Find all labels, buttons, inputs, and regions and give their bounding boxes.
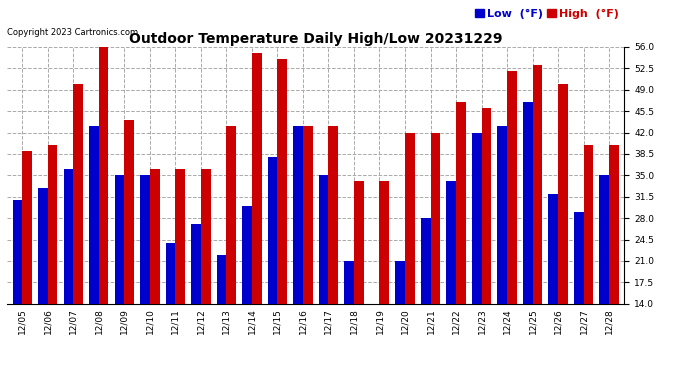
Bar — [252, 53, 262, 304]
Bar — [558, 84, 568, 304]
Bar — [549, 194, 558, 304]
Bar — [431, 132, 440, 304]
Bar — [497, 126, 507, 304]
Bar — [293, 126, 303, 304]
Bar — [507, 71, 517, 304]
Bar — [344, 261, 354, 304]
Bar — [201, 169, 210, 304]
Bar — [609, 145, 619, 304]
Bar — [303, 126, 313, 304]
Bar — [421, 218, 431, 304]
Bar — [456, 102, 466, 304]
Bar — [12, 200, 22, 304]
Bar — [166, 243, 175, 304]
Bar — [99, 41, 108, 304]
Bar — [124, 120, 134, 304]
Bar — [482, 108, 491, 304]
Bar — [115, 176, 124, 304]
Bar — [446, 182, 456, 304]
Bar — [584, 145, 593, 304]
Bar — [150, 169, 159, 304]
Bar — [380, 182, 389, 304]
Bar — [140, 176, 150, 304]
Text: Copyright 2023 Cartronics.com: Copyright 2023 Cartronics.com — [7, 28, 138, 37]
Bar — [38, 188, 48, 304]
Bar — [395, 261, 405, 304]
Bar — [268, 157, 277, 304]
Title: Outdoor Temperature Daily High/Low 20231229: Outdoor Temperature Daily High/Low 20231… — [129, 32, 502, 46]
Bar — [574, 212, 584, 304]
Bar — [277, 59, 287, 304]
Bar — [600, 176, 609, 304]
Bar — [533, 65, 542, 304]
Bar — [405, 132, 415, 304]
Legend: Low  (°F), High  (°F): Low (°F), High (°F) — [475, 9, 619, 19]
Bar — [354, 182, 364, 304]
Bar — [175, 169, 185, 304]
Bar — [73, 84, 83, 304]
Bar — [242, 206, 252, 304]
Bar — [48, 145, 57, 304]
Bar — [328, 126, 338, 304]
Bar — [217, 255, 226, 304]
Bar — [22, 151, 32, 304]
Bar — [319, 176, 328, 304]
Bar — [523, 102, 533, 304]
Bar — [191, 224, 201, 304]
Bar — [89, 126, 99, 304]
Bar — [63, 169, 73, 304]
Bar — [226, 126, 236, 304]
Bar — [472, 132, 482, 304]
